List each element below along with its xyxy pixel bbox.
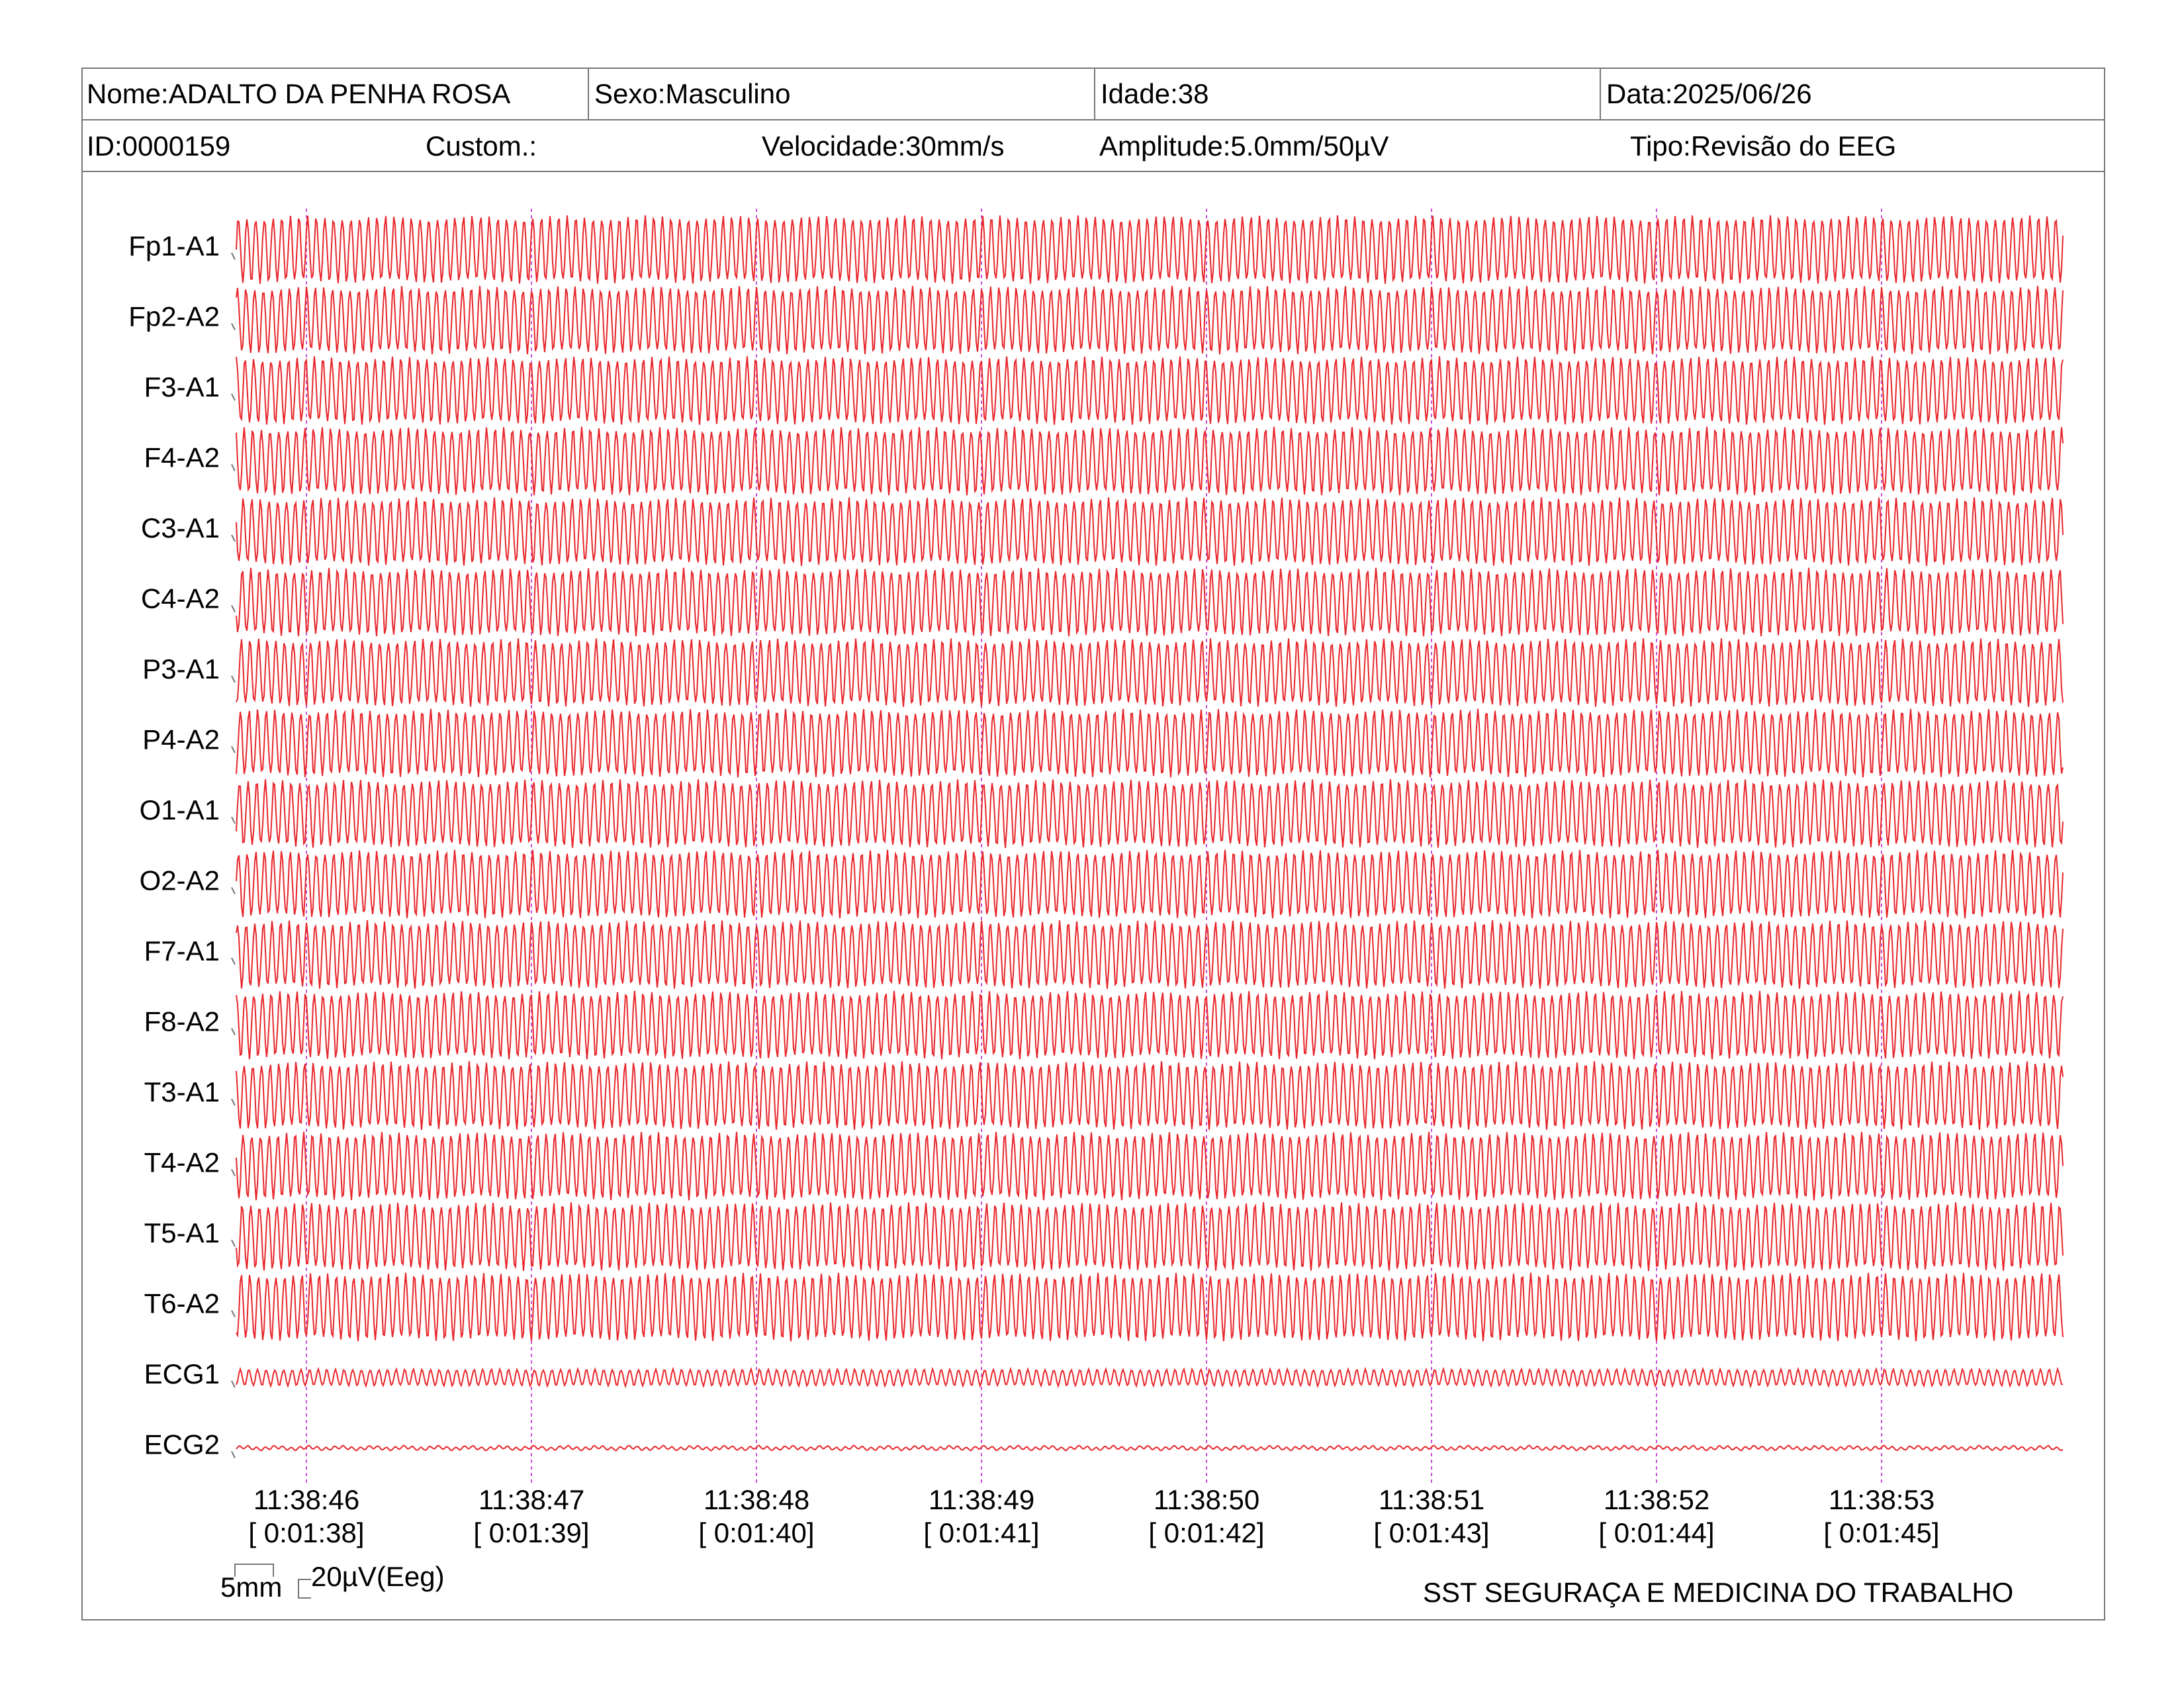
eeg-trace bbox=[236, 708, 2064, 778]
eeg-trace bbox=[236, 990, 2064, 1060]
eeg-trace bbox=[236, 638, 2064, 707]
eeg-trace bbox=[236, 215, 2064, 284]
eeg-trace bbox=[236, 849, 2064, 919]
time-label-clock: 11:38:47 bbox=[478, 1484, 584, 1515]
channel-label: T4-A2 bbox=[144, 1147, 220, 1178]
header-row-recording: ID:0000159 Custom.: Velocidade:30mm/s Am… bbox=[81, 120, 2105, 172]
channel-tick bbox=[231, 323, 236, 330]
patient-age: Idade:38 bbox=[1094, 68, 1600, 119]
channel-tick bbox=[231, 464, 236, 471]
channel-tick bbox=[231, 534, 236, 542]
time-label-clock: 11:38:48 bbox=[704, 1484, 809, 1515]
time-label-elapsed: [ 0:01:38] bbox=[248, 1517, 364, 1548]
channel-label: F8-A2 bbox=[144, 1006, 220, 1037]
channel-label: T5-A1 bbox=[144, 1217, 220, 1248]
patient-name: Nome:ADALTO DA PENHA ROSA bbox=[87, 78, 511, 109]
channel-tick bbox=[231, 605, 236, 612]
time-label-clock: 11:38:53 bbox=[1829, 1484, 1934, 1515]
channel-tick bbox=[231, 393, 236, 401]
time-scale-bracket bbox=[234, 1564, 274, 1577]
channel-tick bbox=[231, 957, 236, 965]
amplitude-setting: Amplitude:5.0mm/50µV bbox=[1099, 130, 1389, 162]
time-label-elapsed: [ 0:01:44] bbox=[1598, 1517, 1714, 1548]
amplitude-scale-label: 20µV(Eeg) bbox=[311, 1561, 445, 1592]
eeg-trace bbox=[236, 1272, 2064, 1342]
time-label-elapsed: [ 0:01:43] bbox=[1373, 1517, 1489, 1548]
time-label-elapsed: [ 0:01:42] bbox=[1148, 1517, 1264, 1548]
time-label-clock: 11:38:46 bbox=[253, 1484, 359, 1515]
time-label-elapsed: [ 0:01:40] bbox=[698, 1517, 814, 1548]
channel-label: ECG1 bbox=[144, 1358, 220, 1389]
eeg-trace bbox=[236, 1131, 2064, 1201]
channel-label: F7-A1 bbox=[144, 935, 220, 966]
channel-label: T6-A2 bbox=[144, 1288, 220, 1319]
time-label-clock: 11:38:52 bbox=[1604, 1484, 1709, 1515]
patient-sex: Sexo:Masculino bbox=[588, 68, 1094, 119]
channel-label: O2-A2 bbox=[140, 865, 220, 896]
channel-tick bbox=[231, 887, 236, 894]
time-label-elapsed: [ 0:01:45] bbox=[1823, 1517, 1939, 1548]
channel-tick bbox=[231, 252, 236, 260]
channel-tick bbox=[231, 1169, 236, 1176]
channel-label: ECG2 bbox=[144, 1429, 220, 1460]
channel-label: F3-A1 bbox=[144, 371, 220, 402]
review-type: Tipo:Revisão do EEG bbox=[1630, 130, 1897, 162]
company-name: SST SEGURAÇA E MEDICINA DO TRABALHO bbox=[1423, 1577, 2014, 1608]
channel-tick bbox=[231, 1380, 236, 1388]
record-date: Data:2025/06/26 bbox=[1600, 68, 2105, 119]
time-label-elapsed: [ 0:01:39] bbox=[473, 1517, 589, 1548]
time-scale-label: 5mm bbox=[220, 1571, 283, 1603]
channel-tick bbox=[231, 746, 236, 753]
time-label-elapsed: [ 0:01:41] bbox=[923, 1517, 1039, 1548]
channel-label: P3-A1 bbox=[142, 653, 220, 684]
channel-tick bbox=[231, 675, 236, 683]
eeg-trace bbox=[236, 285, 2064, 355]
channel-label: T3-A1 bbox=[144, 1076, 220, 1107]
channel-label: C3-A1 bbox=[141, 512, 220, 543]
channel-tick bbox=[231, 1239, 236, 1247]
custom-field: Custom.: bbox=[426, 130, 537, 162]
header-row-patient: Nome:ADALTO DA PENHA ROSA Sexo:Masculino… bbox=[81, 68, 2105, 120]
channel-tick bbox=[231, 1310, 236, 1317]
channel-label: Fp2-A2 bbox=[128, 301, 220, 332]
channel-tick bbox=[231, 1451, 236, 1458]
channel-label: F4-A2 bbox=[144, 442, 220, 473]
eeg-trace bbox=[236, 426, 2064, 496]
time-label-clock: 11:38:51 bbox=[1379, 1484, 1484, 1515]
channel-label: Fp1-A1 bbox=[128, 230, 220, 261]
channel-tick bbox=[231, 1098, 236, 1106]
channel-label: P4-A2 bbox=[142, 724, 220, 755]
patient-id: ID:0000159 bbox=[87, 130, 231, 162]
eeg-trace bbox=[236, 920, 2064, 989]
channel-label: C4-A2 bbox=[141, 583, 220, 614]
channel-tick bbox=[231, 816, 236, 824]
time-label-clock: 11:38:49 bbox=[929, 1484, 1034, 1515]
time-label-clock: 11:38:50 bbox=[1154, 1484, 1259, 1515]
report-frame bbox=[81, 68, 2105, 1620]
eeg-trace bbox=[236, 1366, 2064, 1389]
eeg-trace bbox=[236, 1061, 2064, 1130]
channel-tick bbox=[231, 1028, 236, 1035]
speed-setting: Velocidade:30mm/s bbox=[762, 130, 1005, 162]
eeg-trace bbox=[236, 1202, 2064, 1271]
amplitude-scale-bracket bbox=[298, 1579, 311, 1599]
eeg-trace bbox=[236, 779, 2064, 848]
eeg-trace bbox=[236, 356, 2064, 425]
eeg-trace bbox=[236, 1444, 2064, 1452]
eeg-trace bbox=[236, 567, 2064, 637]
channel-label: O1-A1 bbox=[140, 794, 220, 825]
eeg-trace bbox=[236, 497, 2064, 566]
